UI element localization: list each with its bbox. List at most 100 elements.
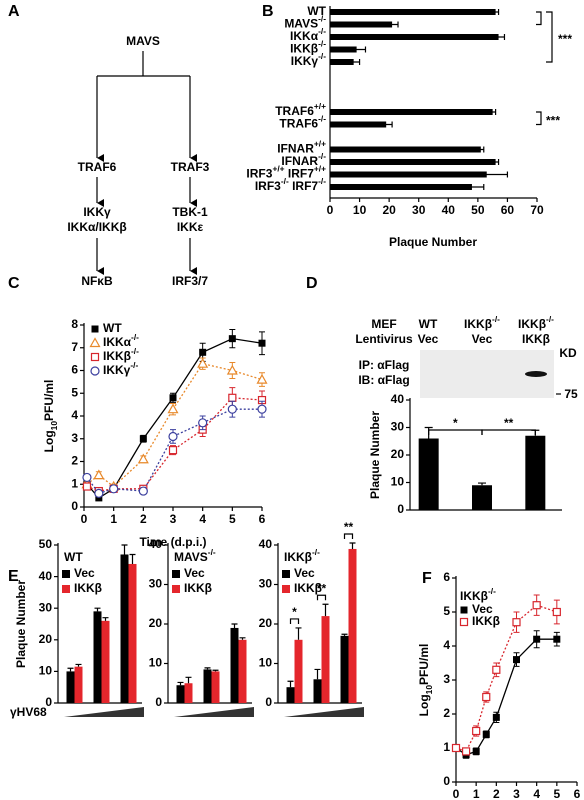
y-tick-label: 20 <box>39 632 53 646</box>
x-axis-label: Time (d.p.i.) <box>139 535 206 549</box>
bar <box>238 639 247 703</box>
script-text: -/- <box>318 151 326 161</box>
x-tick-label: 2 <box>493 787 500 800</box>
marker <box>256 373 268 384</box>
y-axis-label: Plaque Number <box>368 411 382 499</box>
lane-label: IKKβ-/- <box>464 314 500 331</box>
bar <box>313 679 322 703</box>
x-tick-label: 3 <box>170 512 177 526</box>
node: TRAF3 <box>171 160 210 174</box>
y-tick-label: 20 <box>391 447 405 461</box>
script-text: -/- <box>318 176 326 186</box>
x-tick-label: 4 <box>199 512 206 526</box>
y-tick-label: 8 <box>71 317 78 331</box>
lane-label: Vec <box>472 332 493 346</box>
script-text: +/+ <box>272 164 284 174</box>
y-tick-label: 40 <box>259 537 273 551</box>
bracket <box>546 11 553 63</box>
y-tick-label: 4 <box>443 638 450 652</box>
bar <box>120 554 129 703</box>
dose-wedge <box>64 707 144 717</box>
script-text: -/- <box>131 346 139 356</box>
legend-swatch <box>62 570 70 578</box>
category-label: TRAF6-/- <box>279 114 326 131</box>
significance-label: ** <box>344 520 354 534</box>
script-text: +/+ <box>314 101 326 111</box>
category-label: IRF3+/+ IRF7+/+ <box>246 164 326 181</box>
size-marker: 75 <box>564 387 578 401</box>
category-label: IFNAR-/- <box>281 151 326 168</box>
bar <box>330 109 493 115</box>
x-tick-label: 0 <box>81 512 88 526</box>
error-bar <box>102 617 109 621</box>
significance-label: * <box>292 605 297 619</box>
x-tick-label: 3 <box>513 787 520 800</box>
bar <box>330 34 499 40</box>
marker <box>168 446 178 455</box>
bar <box>93 611 102 703</box>
y-axis-label: Log10PFU/ml <box>417 644 434 717</box>
y-tick-label: 30 <box>391 420 405 434</box>
bar <box>525 435 546 510</box>
marker <box>94 488 104 498</box>
category-label: IRF3-/- IRF7-/- <box>255 176 326 193</box>
bar <box>330 146 481 153</box>
marker <box>167 403 179 414</box>
script-text: -/- <box>131 332 139 342</box>
marker <box>227 404 237 414</box>
marker <box>513 656 520 664</box>
x-tick-label: 0 <box>453 787 460 800</box>
error-bar <box>314 668 321 680</box>
error-bar <box>94 607 101 612</box>
significance-bracket <box>428 429 483 435</box>
bar <box>330 121 387 128</box>
y-tick-label: 1 <box>71 476 78 490</box>
legend-marker <box>91 325 99 333</box>
bar <box>286 687 295 703</box>
category-label: TRAF6+/+ <box>275 101 326 118</box>
y-tick-label: 3 <box>71 431 78 445</box>
legend-marker <box>460 606 468 614</box>
bracket <box>536 111 542 126</box>
legend-label: IKKγ-/- <box>103 360 138 377</box>
error-bar <box>489 109 497 115</box>
error-bar <box>75 663 82 667</box>
y-tick-label: 30 <box>39 600 53 614</box>
x-tick-label: 30 <box>412 203 426 217</box>
error-bar <box>341 633 348 636</box>
panel-label: D <box>306 275 318 292</box>
error-bar <box>287 680 294 688</box>
legend-label: IKKβ <box>472 614 500 628</box>
y-tick-label: 5 <box>443 604 450 618</box>
legend-swatch <box>62 585 70 593</box>
y-tick-label: 0 <box>443 774 450 788</box>
marker <box>82 482 92 491</box>
bar <box>348 548 357 703</box>
script-text: -/- <box>318 26 326 36</box>
marker <box>552 607 561 617</box>
bar <box>330 171 487 178</box>
bracket <box>536 11 542 26</box>
error-bar <box>347 46 367 53</box>
marker <box>451 743 461 753</box>
marker <box>533 635 541 643</box>
legend-label: Vec <box>74 566 95 580</box>
y-tick-label: 40 <box>39 569 53 583</box>
marker <box>197 357 209 368</box>
x-axis-label: γHV68 <box>10 705 47 719</box>
error-bar <box>129 553 136 564</box>
bar <box>184 683 193 703</box>
y-tick-label: 0 <box>45 695 52 709</box>
error-bar <box>347 59 361 65</box>
significance-bracket <box>481 429 536 435</box>
marker <box>461 747 471 756</box>
script-text: -/- <box>318 51 326 61</box>
node: IKKα/IKKβ <box>67 220 126 234</box>
error-bar <box>492 9 500 15</box>
bar <box>66 671 75 703</box>
script-text: -/- <box>208 547 216 557</box>
lane-label: Vec <box>418 332 439 346</box>
marker <box>472 726 481 736</box>
panel-label: A <box>8 3 20 20</box>
